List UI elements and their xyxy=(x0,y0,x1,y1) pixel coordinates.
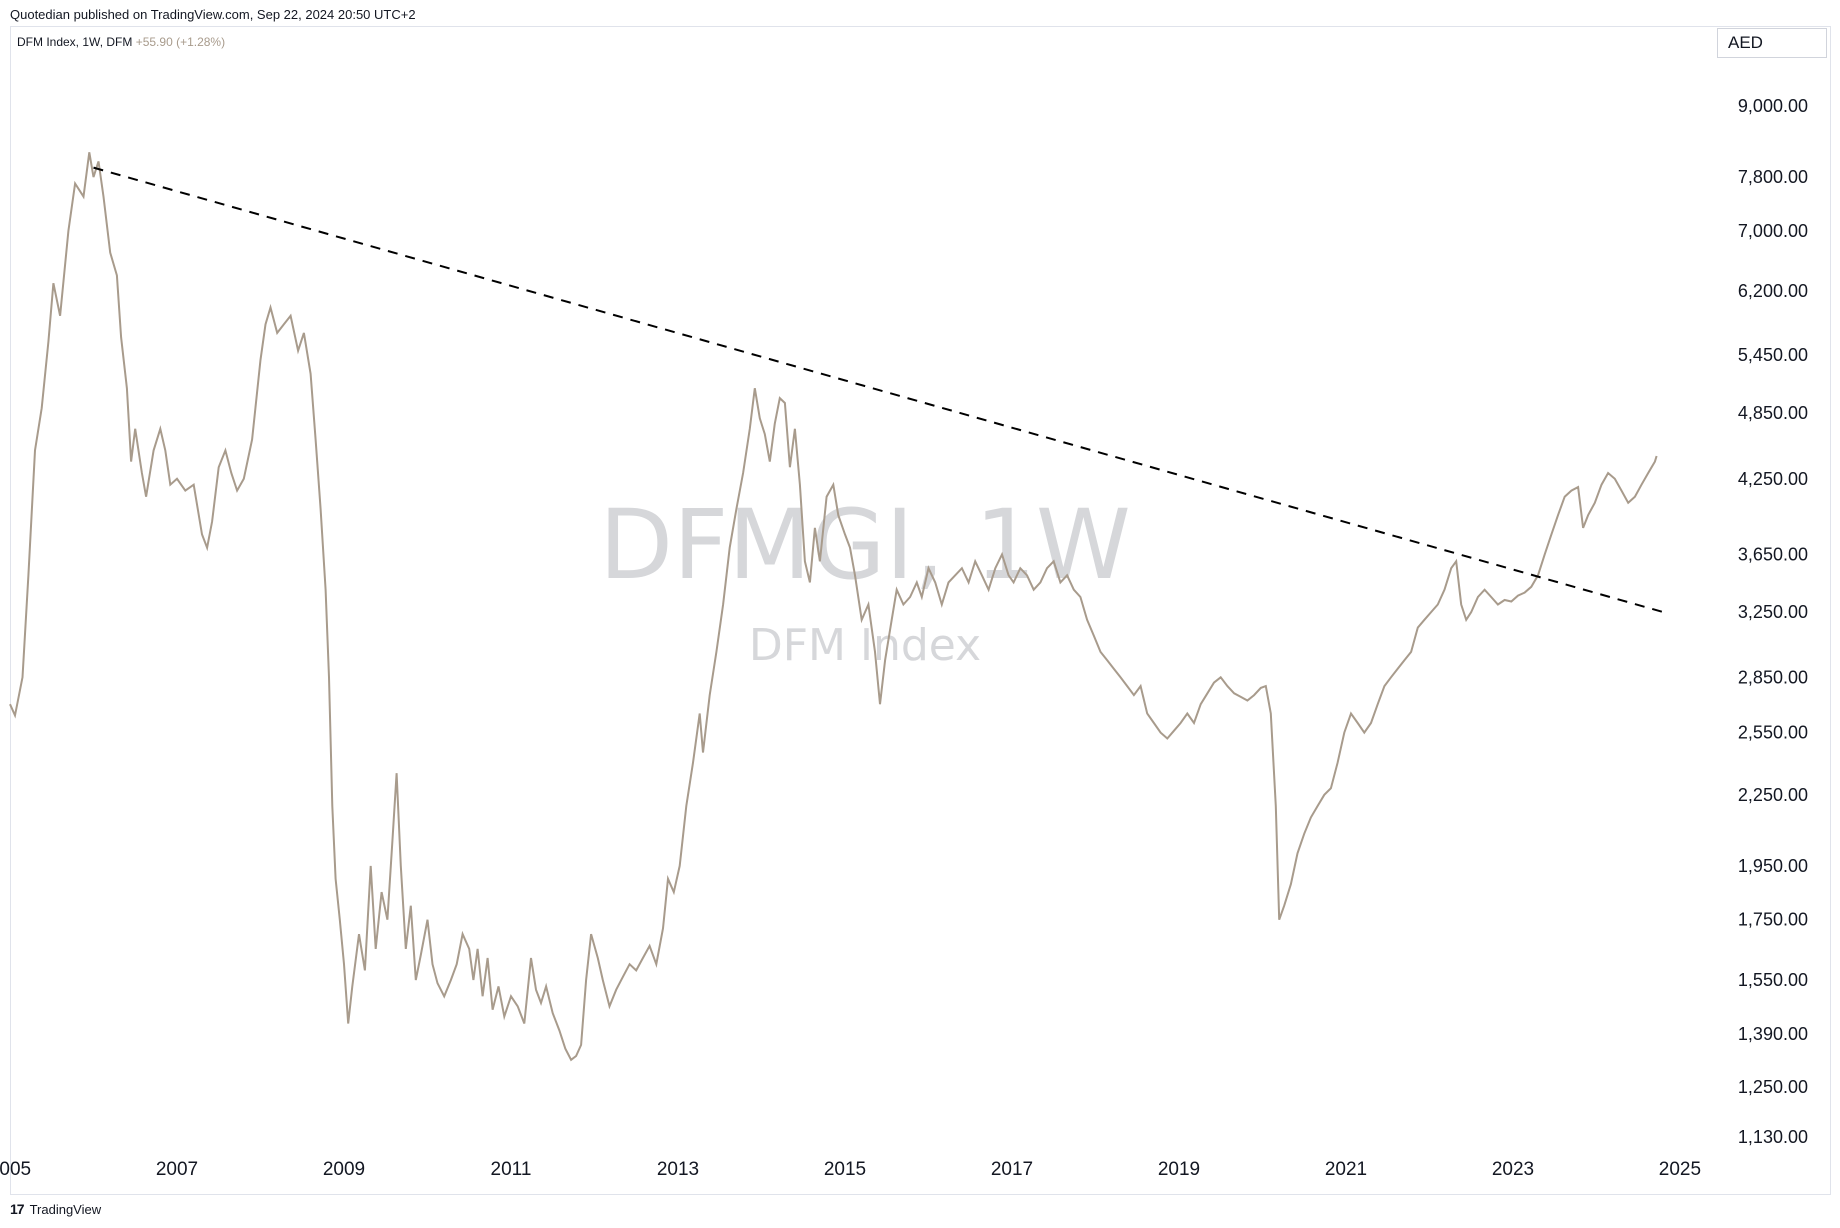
footer-brand: TradingView xyxy=(29,1201,102,1217)
x-tick-label: 2007 xyxy=(156,1159,198,1180)
footer: 17 TradingView xyxy=(10,1201,101,1217)
x-tick-label: 2015 xyxy=(824,1159,866,1180)
x-tick-label: 2023 xyxy=(1492,1159,1534,1180)
y-tick-label: 5,450.00 xyxy=(1738,345,1808,365)
x-tick-label: 2013 xyxy=(657,1159,699,1180)
y-tick-label: 4,850.00 xyxy=(1738,403,1808,423)
x-tick-label: 2017 xyxy=(991,1159,1033,1180)
y-tick-label: 1,750.00 xyxy=(1738,910,1808,930)
y-tick-label: 7,800.00 xyxy=(1738,167,1808,187)
x-tick-label: 2009 xyxy=(323,1159,365,1180)
y-tick-label: 2,850.00 xyxy=(1738,667,1808,687)
y-tick-label: 6,200.00 xyxy=(1738,281,1808,301)
publish-info: Quotedian published on TradingView.com, … xyxy=(10,7,416,22)
y-axis: 9,000.00 7,800.00 7,000.00 6,200.00 5,450.00… xyxy=(1738,96,1808,1147)
y-tick-label: 2,250.00 xyxy=(1738,785,1808,805)
x-tick-label: 2011 xyxy=(491,1159,532,1180)
y-tick-label: 9,000.00 xyxy=(1738,96,1808,116)
symbol-legend[interactable]: DFM Index, 1W, DFM +55.90 (+1.28%) xyxy=(17,35,225,49)
y-tick-label: 1,550.00 xyxy=(1738,970,1808,990)
chart-frame xyxy=(10,26,1831,1195)
trendline[interactable] xyxy=(93,166,1664,614)
tradingview-logo-icon: 17 xyxy=(10,1201,25,1217)
x-tick-label: 2025 xyxy=(1659,1159,1701,1180)
y-tick-label: 3,650.00 xyxy=(1738,544,1808,564)
x-axis: 2005 2007 2009 2011 2013 2015 2017 2019 2021 2023… xyxy=(0,1159,1701,1180)
legend-symbol: DFM Index, 1W, DFM xyxy=(17,35,133,49)
x-tick-label: 2005 xyxy=(0,1159,31,1180)
y-tick-label: 1,130.00 xyxy=(1738,1127,1808,1147)
series-line xyxy=(9,152,1658,1062)
y-tick-label: 7,000.00 xyxy=(1738,221,1808,241)
y-tick-label: 1,390.00 xyxy=(1738,1024,1808,1044)
currency-label[interactable]: AED xyxy=(1717,28,1827,58)
legend-change: +55.90 (+1.28%) xyxy=(135,35,226,49)
y-tick-label: 3,250.00 xyxy=(1738,602,1808,622)
watermark-symbol: DFMGI, 1W xyxy=(599,489,1131,601)
x-tick-label: 2021 xyxy=(1325,1159,1367,1180)
x-tick-label: 2019 xyxy=(1158,1159,1200,1180)
watermark-name: DFM Index xyxy=(749,620,981,671)
y-tick-label: 2,550.00 xyxy=(1738,723,1808,743)
y-tick-label: 4,250.00 xyxy=(1738,469,1808,489)
y-tick-label: 1,950.00 xyxy=(1738,856,1808,876)
y-tick-label: 1,250.00 xyxy=(1738,1077,1808,1097)
